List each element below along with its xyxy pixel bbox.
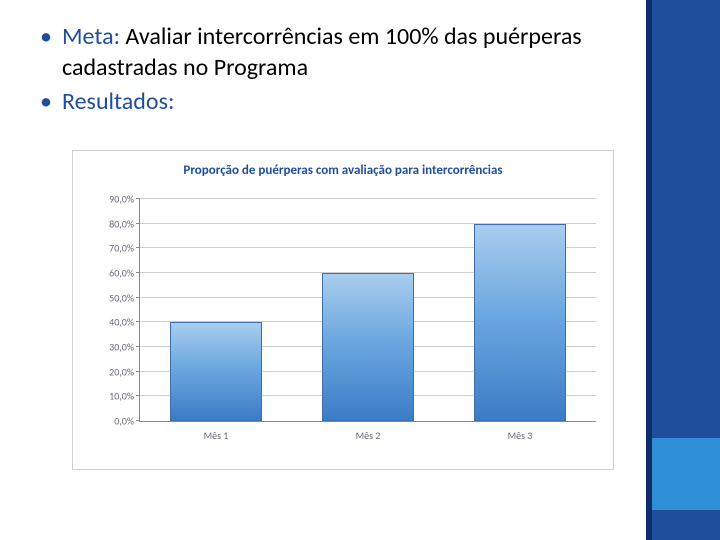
- chart-y-label: 70,0%: [82, 242, 134, 255]
- chart-bar: [474, 224, 566, 421]
- meta-label: Meta:: [62, 22, 120, 51]
- chart-gridline: [140, 198, 596, 199]
- chart-title: Proporção de puérperas com avaliação par…: [73, 151, 613, 188]
- chart-y-tick: [136, 272, 140, 273]
- chart-y-tick: [136, 346, 140, 347]
- chart-container: Proporção de puérperas com avaliação par…: [72, 150, 614, 470]
- chart-y-label: 60,0%: [82, 267, 134, 280]
- bullet-list: Meta: Avaliar intercorrências em 100% da…: [40, 22, 600, 118]
- meta-text: Avaliar intercorrências em 100% das puér…: [62, 22, 582, 82]
- chart-bar: [322, 273, 414, 421]
- chart-y-tick: [136, 395, 140, 396]
- side-thin-stripe: [646, 0, 652, 540]
- chart-y-label: 0,0%: [82, 415, 134, 428]
- chart-y-label: 30,0%: [82, 341, 134, 354]
- chart-y-label: 10,0%: [82, 390, 134, 403]
- bullet-meta: Meta: Avaliar intercorrências em 100% da…: [40, 22, 600, 83]
- chart-plot-area: 0,0%10,0%20,0%30,0%40,0%50,0%60,0%70,0%8…: [139, 199, 596, 422]
- content-area: Meta: Avaliar intercorrências em 100% da…: [40, 22, 600, 122]
- chart-bar: [170, 322, 262, 421]
- chart-x-label: Mês 3: [474, 421, 566, 442]
- chart-y-label: 90,0%: [82, 193, 134, 206]
- chart-y-tick: [136, 321, 140, 322]
- chart-y-label: 80,0%: [82, 217, 134, 230]
- chart-y-label: 50,0%: [82, 291, 134, 304]
- chart-y-tick: [136, 297, 140, 298]
- chart-y-tick: [136, 223, 140, 224]
- chart-y-label: 20,0%: [82, 365, 134, 378]
- chart-y-tick: [136, 247, 140, 248]
- bullet-resultados: Resultados:: [40, 87, 600, 118]
- chart-y-label: 40,0%: [82, 316, 134, 329]
- resultados-label: Resultados:: [62, 87, 174, 116]
- chart-x-label: Mês 2: [322, 421, 414, 442]
- chart-y-tick: [136, 198, 140, 199]
- chart-y-tick: [136, 371, 140, 372]
- chart-x-label: Mês 1: [170, 421, 262, 442]
- chart-y-tick: [136, 420, 140, 421]
- side-band-light: [652, 438, 720, 510]
